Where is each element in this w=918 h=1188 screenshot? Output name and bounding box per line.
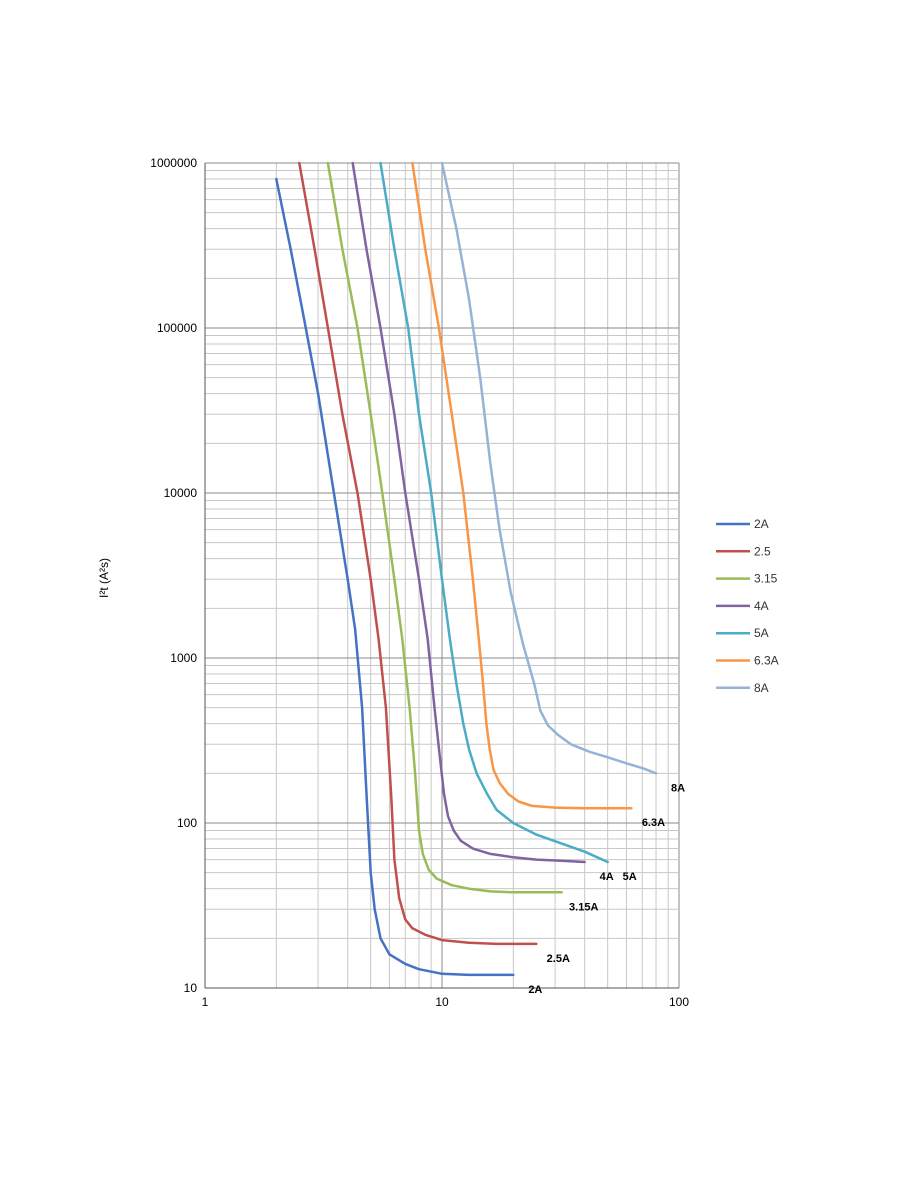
legend-label: 4A bbox=[754, 599, 769, 613]
series-lines bbox=[275, 161, 658, 977]
legend-label: 2.5 bbox=[754, 544, 771, 558]
y-tick-label: 100 bbox=[177, 816, 197, 830]
y-tick-label: 10 bbox=[184, 981, 198, 995]
series-end-label: 4A bbox=[600, 871, 614, 883]
y-tick-label: 100000 bbox=[157, 321, 197, 335]
series-line-6-3A bbox=[411, 161, 633, 810]
legend-label: 3.15 bbox=[754, 572, 778, 586]
series-line-3-15 bbox=[326, 161, 563, 894]
y-tick-label: 1000 bbox=[170, 651, 197, 665]
series-line-5A bbox=[379, 161, 609, 864]
y-tick-label: 10000 bbox=[164, 486, 198, 500]
series-line-4A bbox=[351, 161, 586, 864]
y-axis-title: I²t (A²s) bbox=[97, 558, 111, 598]
legend-label: 2A bbox=[754, 517, 769, 531]
series-line-8A bbox=[440, 161, 658, 775]
x-tick-label: 10 bbox=[435, 995, 449, 1009]
grid bbox=[204, 162, 680, 989]
legend-label: 8A bbox=[754, 681, 769, 695]
series-end-label: 2.5A bbox=[547, 953, 570, 965]
series-end-label: 2A bbox=[528, 984, 542, 996]
end-labels: 2A 2.5A 3.15A 4A 5A 6.3A 8A bbox=[528, 782, 685, 996]
x-tick-label: 100 bbox=[669, 995, 689, 1009]
series-end-label: 6.3A bbox=[642, 817, 665, 829]
legend-label: 5A bbox=[754, 626, 769, 640]
series-end-label: 8A bbox=[671, 782, 685, 794]
x-tick-label: 1 bbox=[202, 995, 209, 1009]
series-end-label: 5A bbox=[623, 871, 637, 883]
legend-label: 6.3A bbox=[754, 654, 779, 668]
series-line-2A bbox=[275, 177, 515, 977]
legend: 2A 2.5 3.15 4A 5A 6.3A 8A bbox=[716, 517, 779, 695]
axes: 10 100 1000 10000 100000 1000000 1 10 100 bbox=[150, 156, 689, 1009]
y-tick-label: 1000000 bbox=[150, 156, 197, 170]
series-end-label: 3.15A bbox=[569, 901, 598, 913]
series-line-2-5 bbox=[298, 161, 538, 946]
